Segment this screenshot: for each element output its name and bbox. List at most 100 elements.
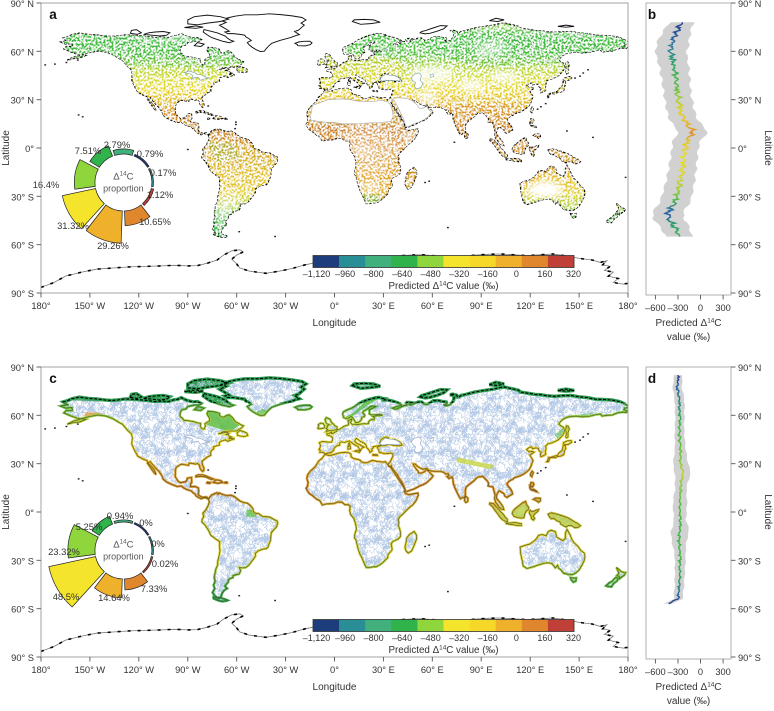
svg-text:320: 320 xyxy=(566,269,581,279)
svg-text:60° N: 60° N xyxy=(11,411,34,421)
svg-text:16.4%: 16.4% xyxy=(33,179,60,190)
svg-text:value (‰): value (‰) xyxy=(667,696,710,706)
svg-text:–320: –320 xyxy=(449,633,469,643)
svg-text:Longitude: Longitude xyxy=(313,318,357,329)
svg-text:29.26%: 29.26% xyxy=(97,240,129,251)
svg-text:0°: 0° xyxy=(738,144,747,154)
svg-text:60° W: 60° W xyxy=(224,665,250,675)
svg-text:30° W: 30° W xyxy=(273,665,299,675)
svg-text:120° W: 120° W xyxy=(124,665,155,675)
svg-text:Predicted Δ14C value (‰): Predicted Δ14C value (‰) xyxy=(388,644,498,656)
svg-text:–640: –640 xyxy=(392,633,412,643)
svg-text:90° N: 90° N xyxy=(11,0,34,9)
svg-text:–960: –960 xyxy=(335,269,355,279)
svg-text:60° S: 60° S xyxy=(11,241,34,251)
svg-text:180°: 180° xyxy=(618,665,638,675)
svg-text:Predicted Δ14C: Predicted Δ14C xyxy=(655,317,721,329)
svg-text:60° E: 60° E xyxy=(421,665,444,675)
svg-text:0: 0 xyxy=(698,303,703,313)
svg-text:48.5%: 48.5% xyxy=(53,591,80,602)
svg-text:60° N: 60° N xyxy=(738,47,761,57)
svg-text:–1,120: –1,120 xyxy=(303,633,331,643)
svg-text:b: b xyxy=(648,7,656,22)
svg-text:30° N: 30° N xyxy=(738,460,761,470)
svg-text:–300: –300 xyxy=(668,667,689,677)
svg-text:300: 300 xyxy=(715,303,731,313)
svg-text:–640: –640 xyxy=(392,269,412,279)
svg-text:160: 160 xyxy=(537,633,552,643)
svg-text:180°: 180° xyxy=(618,301,638,311)
svg-text:150° E: 150° E xyxy=(565,665,593,675)
svg-text:Δ14C: Δ14C xyxy=(113,171,133,183)
svg-text:180°: 180° xyxy=(31,301,51,311)
svg-text:60° S: 60° S xyxy=(738,605,761,615)
svg-text:1.12%: 1.12% xyxy=(147,189,174,200)
svg-text:90° N: 90° N xyxy=(738,0,761,9)
svg-text:Latitude: Latitude xyxy=(1,130,12,166)
svg-text:150° W: 150° W xyxy=(75,301,106,311)
svg-text:7.33%: 7.33% xyxy=(141,583,168,594)
svg-text:0.02%: 0.02% xyxy=(152,558,179,569)
svg-text:Predicted Δ14C value (‰): Predicted Δ14C value (‰) xyxy=(388,280,498,292)
svg-text:0°: 0° xyxy=(330,665,339,675)
svg-text:–800: –800 xyxy=(364,633,384,643)
svg-text:0.94%: 0.94% xyxy=(107,510,134,521)
svg-text:a: a xyxy=(49,7,57,22)
svg-text:90° W: 90° W xyxy=(175,665,201,675)
svg-text:0: 0 xyxy=(514,633,519,643)
svg-text:160: 160 xyxy=(537,269,552,279)
svg-text:Predicted Δ14C: Predicted Δ14C xyxy=(655,681,721,693)
svg-text:90° S: 90° S xyxy=(738,289,761,299)
svg-text:60° S: 60° S xyxy=(11,605,34,615)
svg-text:60° W: 60° W xyxy=(224,301,250,311)
svg-text:150° E: 150° E xyxy=(565,301,593,311)
svg-text:0%: 0% xyxy=(151,538,165,549)
svg-text:Latitude: Latitude xyxy=(1,494,12,530)
svg-text:0: 0 xyxy=(514,269,519,279)
svg-text:–300: –300 xyxy=(668,303,689,313)
svg-text:120° E: 120° E xyxy=(516,665,544,675)
svg-text:–480: –480 xyxy=(421,633,441,643)
svg-text:7.51%: 7.51% xyxy=(75,145,102,156)
svg-text:proportion: proportion xyxy=(103,184,144,194)
svg-text:5.25%: 5.25% xyxy=(76,521,103,532)
svg-text:150° W: 150° W xyxy=(75,665,106,675)
svg-text:0: 0 xyxy=(698,667,703,677)
svg-text:0°: 0° xyxy=(330,301,339,311)
svg-text:2.79%: 2.79% xyxy=(104,139,131,150)
svg-text:30° N: 30° N xyxy=(738,96,761,106)
svg-text:–800: –800 xyxy=(364,269,384,279)
svg-text:90° S: 90° S xyxy=(11,289,34,299)
svg-text:Latitude: Latitude xyxy=(762,494,773,530)
svg-text:Δ14C: Δ14C xyxy=(113,539,133,551)
svg-text:30° N: 30° N xyxy=(11,96,34,106)
svg-text:d: d xyxy=(648,371,656,386)
svg-text:30° E: 30° E xyxy=(372,665,395,675)
svg-text:60° E: 60° E xyxy=(421,301,444,311)
svg-text:60° N: 60° N xyxy=(738,411,761,421)
svg-text:120° E: 120° E xyxy=(516,301,544,311)
svg-text:23.32%: 23.32% xyxy=(48,546,80,557)
svg-text:–160: –160 xyxy=(478,269,498,279)
svg-text:–480: –480 xyxy=(421,269,441,279)
svg-text:30° S: 30° S xyxy=(11,192,34,202)
svg-text:30° S: 30° S xyxy=(738,556,761,566)
svg-text:c: c xyxy=(49,371,57,386)
svg-text:Latitude: Latitude xyxy=(762,130,773,166)
svg-text:–960: –960 xyxy=(335,633,355,643)
svg-text:180°: 180° xyxy=(31,665,51,675)
svg-text:0.17%: 0.17% xyxy=(150,167,177,178)
svg-text:–1,120: –1,120 xyxy=(303,269,331,279)
svg-text:Longitude: Longitude xyxy=(313,682,357,693)
svg-text:0°: 0° xyxy=(25,508,34,518)
svg-text:90° E: 90° E xyxy=(470,301,493,311)
svg-text:0%: 0% xyxy=(139,517,153,528)
svg-text:90° S: 90° S xyxy=(738,653,761,663)
svg-text:90° W: 90° W xyxy=(175,301,201,311)
svg-text:30° W: 30° W xyxy=(273,301,299,311)
svg-text:–320: –320 xyxy=(449,269,469,279)
svg-text:31.32%: 31.32% xyxy=(57,220,89,231)
svg-text:0.79%: 0.79% xyxy=(137,148,164,159)
svg-text:–160: –160 xyxy=(478,633,498,643)
svg-text:30° N: 30° N xyxy=(11,460,34,470)
